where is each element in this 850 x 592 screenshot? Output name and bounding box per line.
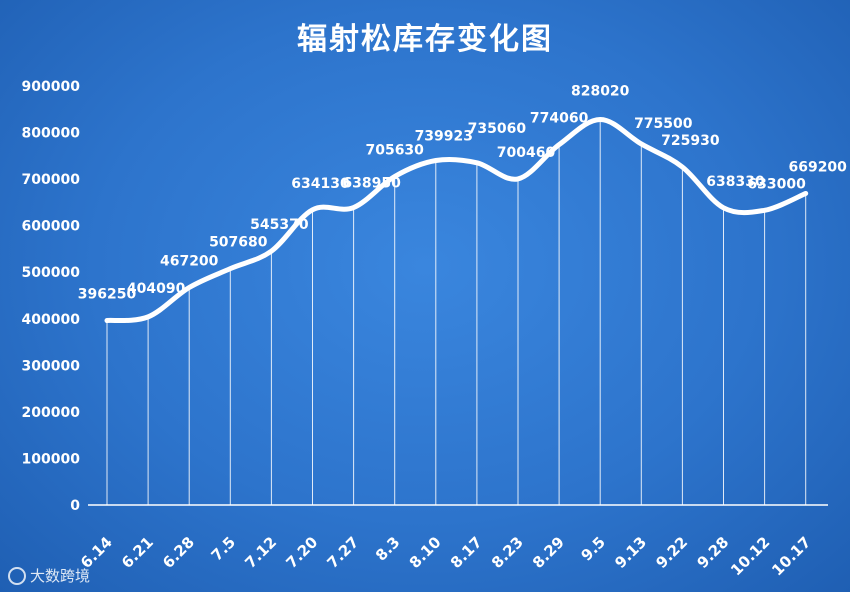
data-point [639,142,643,146]
x-tick-label: 7.20 [282,533,321,572]
chart-title: 辐射松库存变化图 [297,22,553,57]
x-tick-label: 6.28 [159,533,198,572]
y-tick-label: 100000 [22,451,81,467]
data-point [269,249,273,253]
data-point [187,285,191,289]
data-point [393,174,397,178]
y-tick-label: 900000 [22,79,81,95]
data-point [557,143,561,147]
data-point [598,118,602,122]
x-tick-label: 9.5 [578,533,610,565]
x-tick-label: 10.12 [727,533,773,579]
y-tick-label: 800000 [22,126,81,142]
data-label: 638950 [342,176,401,192]
data-point [722,206,725,210]
y-tick-label: 400000 [22,312,81,328]
series-line [104,117,809,324]
x-tick-label: 8.3 [372,533,404,565]
y-tick-label: 0 [70,498,80,514]
x-tick-label: 9.13 [611,533,650,572]
data-point [763,208,767,212]
x-tick-label: 8.10 [406,533,445,572]
data-point [804,191,808,195]
data-label: 828020 [571,84,630,100]
data-label: 669200 [788,159,847,175]
x-tick-label: 9.22 [652,533,691,572]
data-label: 507680 [209,235,268,251]
watermark-text: 大数跨境 [30,567,91,585]
data-label: 396250 [78,287,137,303]
watermark-logo-icon [8,566,26,585]
data-point [680,165,684,169]
data-label: 545370 [250,217,309,233]
data-label: 774060 [530,111,589,127]
data-label: 739923 [415,129,473,145]
y-tick-label: 700000 [22,172,81,188]
data-label: 725930 [661,133,720,149]
x-tick-label: 8.17 [447,533,486,572]
data-label: 467200 [160,253,219,269]
y-tick-label: 500000 [22,265,81,281]
x-tick-label: 8.23 [488,533,527,572]
data-point [434,159,438,163]
data-point [311,208,314,212]
x-tick-label: 7.27 [324,533,363,572]
data-point [228,267,232,271]
data-label: 404090 [127,281,186,297]
data-label: 735060 [468,121,527,137]
y-tick-label: 600000 [22,219,81,235]
x-tick-label: 6.21 [118,533,157,572]
data-label: 638330 [706,174,765,190]
data-label: 705630 [365,142,424,158]
y-tick-label: 200000 [22,405,81,421]
x-tick-label: 8.29 [529,533,568,572]
y-tick-label: 300000 [22,358,81,374]
data-point [352,206,356,210]
data-label: 700460 [497,145,556,161]
data-point [146,315,150,319]
data-label: 634130 [291,176,350,192]
data-point [516,177,520,181]
x-tick-label: 7.5 [208,533,240,565]
data-label: 633000 [747,176,806,192]
data-point [105,319,109,323]
data-label: 775500 [634,116,693,132]
data-point [475,161,479,165]
watermark: 大数跨境 [8,565,90,586]
x-tick-label: 7.12 [241,533,280,572]
x-tick-label: 10.17 [768,533,814,579]
